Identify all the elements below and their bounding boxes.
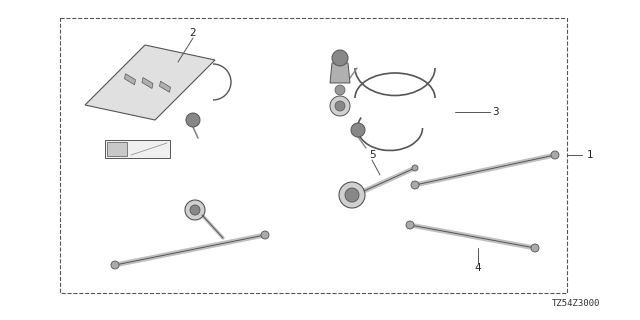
Circle shape — [335, 85, 345, 95]
Circle shape — [339, 182, 365, 208]
Circle shape — [345, 188, 359, 202]
Bar — [60, 18, 567, 293]
Circle shape — [406, 221, 414, 229]
Circle shape — [551, 151, 559, 159]
Circle shape — [261, 231, 269, 239]
Polygon shape — [125, 74, 136, 85]
Circle shape — [190, 205, 200, 215]
Polygon shape — [142, 77, 153, 89]
Circle shape — [185, 200, 205, 220]
Circle shape — [411, 181, 419, 189]
Polygon shape — [85, 45, 215, 120]
Text: 1: 1 — [587, 150, 593, 160]
Circle shape — [111, 261, 119, 269]
Circle shape — [332, 50, 348, 66]
Polygon shape — [330, 63, 350, 83]
Text: TZ54Z3000: TZ54Z3000 — [552, 299, 600, 308]
Text: 5: 5 — [369, 150, 375, 160]
Circle shape — [330, 96, 350, 116]
Polygon shape — [159, 81, 170, 92]
Text: 3: 3 — [492, 107, 499, 117]
Text: 2: 2 — [189, 28, 196, 38]
Text: 4: 4 — [475, 263, 481, 273]
Circle shape — [351, 123, 365, 137]
Bar — [105, 140, 170, 158]
Circle shape — [335, 101, 345, 111]
Circle shape — [412, 165, 418, 171]
Circle shape — [531, 244, 539, 252]
Bar — [107, 142, 127, 156]
Circle shape — [186, 113, 200, 127]
